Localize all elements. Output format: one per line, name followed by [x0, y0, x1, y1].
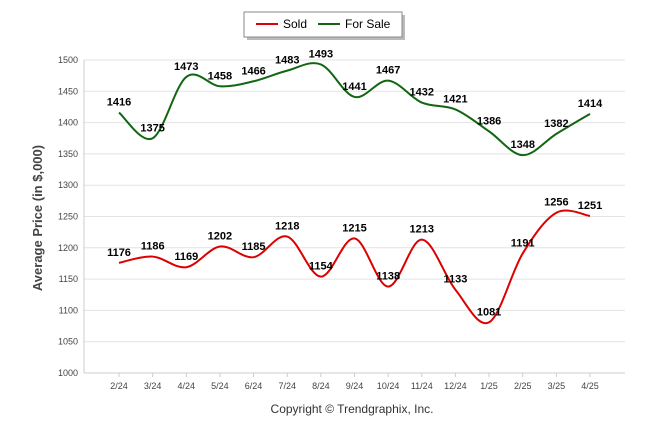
data-label-sold: 1176 — [107, 247, 131, 259]
series-line-for-sale — [118, 62, 591, 157]
data-label-sold: 1154 — [309, 261, 334, 273]
x-tick-label: 4/25 — [581, 381, 599, 391]
data-label-for-sale: 1467 — [376, 65, 400, 77]
y-tick-label: 1450 — [58, 86, 78, 96]
legend: Sold For Sale — [243, 11, 405, 40]
data-label-for-sale: 1473 — [174, 61, 198, 73]
data-label-for-sale: 1382 — [544, 118, 568, 130]
x-tick-label: 11/24 — [411, 381, 433, 391]
data-label-for-sale: 1416 — [107, 97, 131, 109]
data-label-sold: 1138 — [376, 271, 400, 283]
series-line-sold — [118, 209, 591, 325]
x-tick-label: 5/24 — [211, 381, 229, 391]
x-tick-label: 8/24 — [312, 381, 330, 391]
data-label-sold: 1218 — [275, 221, 299, 233]
x-tick-label: 3/24 — [144, 381, 162, 391]
x-tick-label: 12/24 — [444, 381, 467, 391]
x-axis-ticks: 2/24 3/24 4/24 5/24 6/24 7/24 8/24 9/24 10/24 11/… — [110, 373, 599, 391]
data-label-sold: 1186 — [141, 241, 165, 253]
data-label-for-sale: 1441 — [342, 81, 366, 93]
y-tick-label: 1250 — [58, 212, 78, 222]
grid-lines — [83, 59, 625, 374]
x-tick-label: 2/24 — [110, 381, 128, 391]
y-tick-label: 1200 — [58, 243, 78, 253]
data-label-for-sale: 1493 — [309, 48, 333, 60]
y-axis-ticks: 1000 1050 1100 1150 1200 1250 1300 1350 1400 1450… — [58, 55, 78, 378]
y-tick-label: 1300 — [58, 180, 78, 190]
data-label-sold: 1133 — [443, 274, 467, 286]
data-label-sold: 1256 — [544, 197, 568, 209]
series-lines — [118, 62, 591, 325]
copyright-footer: Copyright © Trendgraphix, Inc. — [271, 402, 434, 416]
y-tick-label: 1400 — [58, 118, 78, 128]
x-tick-label: 2/25 — [514, 381, 532, 391]
data-label-sold: 1215 — [342, 222, 366, 234]
data-label-sold: 1081 — [477, 306, 501, 318]
y-tick-label: 1350 — [58, 149, 78, 159]
x-tick-label: 6/24 — [245, 381, 263, 391]
y-tick-label: 1500 — [58, 55, 78, 65]
y-tick-label: 1100 — [59, 305, 78, 315]
data-label-sold: 1191 — [511, 237, 535, 249]
data-label-for-sale: 1348 — [510, 139, 534, 151]
data-label-for-sale: 1421 — [443, 93, 467, 105]
x-tick-label: 3/25 — [548, 381, 566, 391]
data-label-sold: 1169 — [174, 251, 198, 263]
x-tick-label: 1/25 — [480, 381, 498, 391]
y-tick-label: 1000 — [58, 368, 78, 378]
legend-label-for-sale: For Sale — [345, 17, 391, 31]
data-label-sold: 1251 — [578, 200, 602, 212]
x-tick-label: 10/24 — [377, 381, 400, 391]
x-tick-label: 9/24 — [346, 381, 364, 391]
data-label-sold: 1213 — [410, 224, 434, 236]
legend-label-sold: Sold — [283, 17, 307, 31]
data-label-for-sale: 1386 — [477, 115, 501, 127]
data-label-for-sale: 1432 — [410, 87, 434, 99]
data-label-sold: 1202 — [208, 231, 232, 243]
data-label-for-sale: 1414 — [578, 98, 603, 110]
x-tick-label: 4/24 — [178, 381, 196, 391]
y-tick-label: 1150 — [59, 274, 78, 284]
data-label-for-sale: 1458 — [208, 70, 232, 82]
data-labels: 1176 1186 1169 1202 1185 1218 1154 1215 1138 1213… — [107, 48, 603, 318]
y-tick-label: 1050 — [58, 337, 78, 347]
data-label-for-sale: 1375 — [140, 122, 164, 134]
data-label-sold: 1185 — [242, 241, 266, 253]
x-tick-label: 7/24 — [278, 381, 296, 391]
data-label-for-sale: 1483 — [275, 55, 299, 67]
data-label-for-sale: 1466 — [241, 65, 265, 77]
y-axis-label: Average Price (in $,000) — [30, 145, 45, 291]
